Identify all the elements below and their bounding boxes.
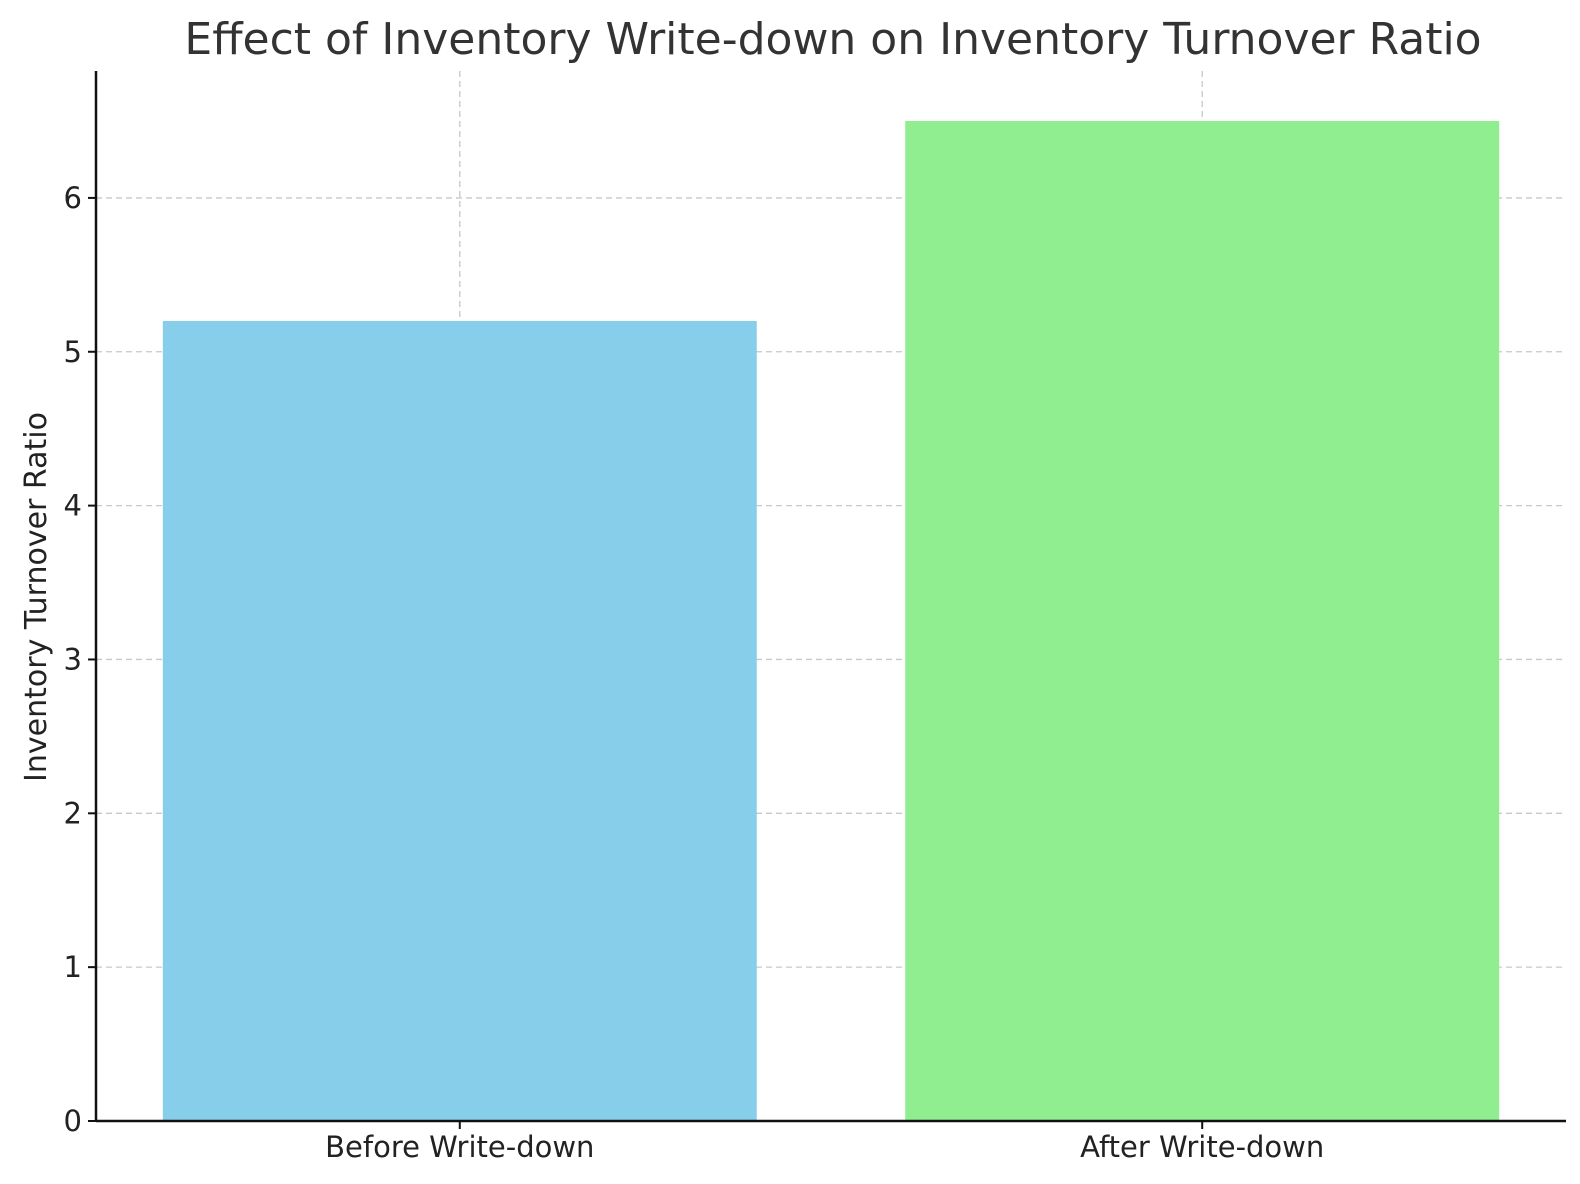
y-tick-label: 4 — [64, 489, 82, 523]
x-tick-label: Before Write-down — [325, 1130, 594, 1164]
y-tick-label: 2 — [64, 796, 82, 830]
bar-2 — [905, 121, 1500, 1121]
y-tick-label: 3 — [64, 642, 82, 676]
chart-title: Effect of Inventory Write-down on Invent… — [184, 14, 1481, 65]
bar-1 — [162, 321, 757, 1121]
bar-layer — [162, 121, 1500, 1121]
y-axis-label: Inventory Turnover Ratio — [19, 412, 54, 782]
axis-layer — [94, 71, 1566, 1123]
tick-layer: 0 1 2 3 4 5 6 Before Write-down After Write-down — [64, 181, 1325, 1164]
y-tick-label: 1 — [64, 950, 82, 984]
x-tick-label: After Write-down — [1080, 1130, 1324, 1164]
y-tick-label: 0 — [64, 1104, 82, 1138]
y-tick-label: 6 — [64, 181, 82, 215]
y-tick-label: 5 — [64, 335, 82, 369]
